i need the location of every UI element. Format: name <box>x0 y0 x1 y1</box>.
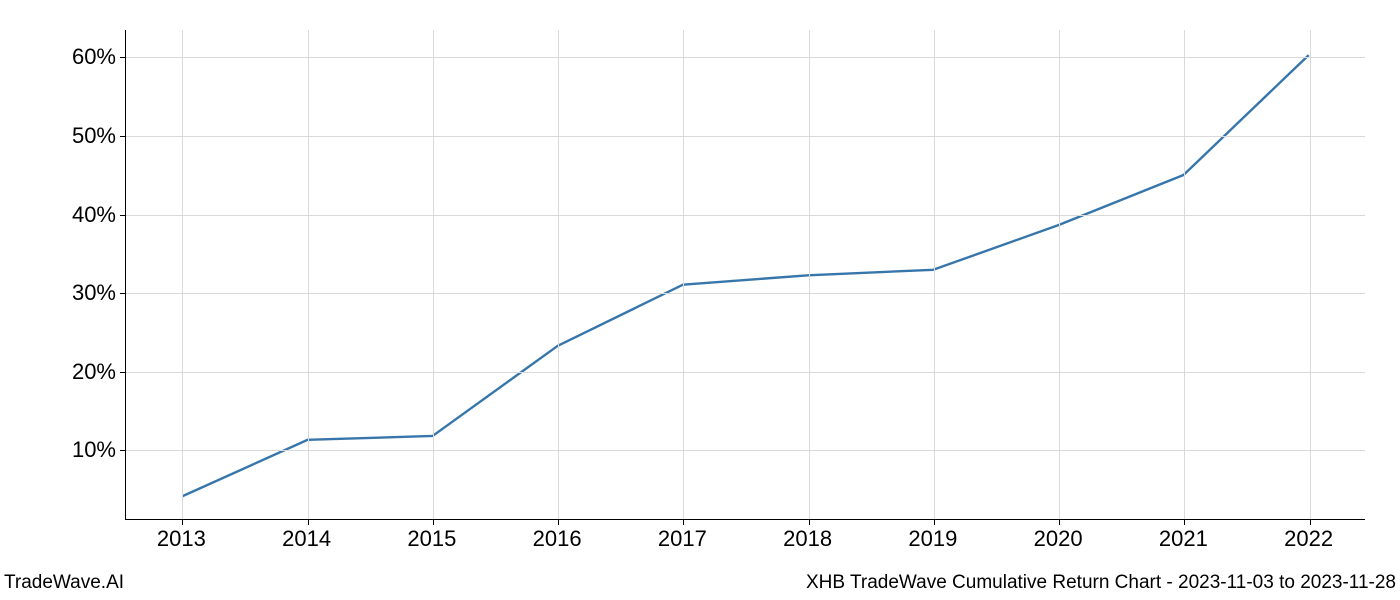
y-tick-label: 60% <box>72 44 116 70</box>
chart-plot-area <box>125 30 1365 520</box>
grid-line-horizontal <box>126 450 1365 451</box>
x-tick-label: 2016 <box>533 526 582 552</box>
x-tick-mark <box>182 519 183 525</box>
y-tick-mark <box>120 293 126 294</box>
grid-line-vertical <box>433 30 434 519</box>
grid-line-vertical <box>1310 30 1311 519</box>
y-tick-label: 30% <box>72 280 116 306</box>
grid-line-vertical <box>934 30 935 519</box>
x-tick-mark <box>1059 519 1060 525</box>
grid-line-horizontal <box>126 215 1365 216</box>
grid-line-vertical <box>809 30 810 519</box>
x-tick-label: 2019 <box>908 526 957 552</box>
x-tick-label: 2015 <box>407 526 456 552</box>
x-tick-label: 2017 <box>658 526 707 552</box>
grid-line-vertical <box>1184 30 1185 519</box>
x-tick-mark <box>934 519 935 525</box>
grid-line-vertical <box>683 30 684 519</box>
grid-line-horizontal <box>126 293 1365 294</box>
x-tick-mark <box>1184 519 1185 525</box>
x-tick-mark <box>433 519 434 525</box>
grid-line-horizontal <box>126 136 1365 137</box>
y-tick-label: 10% <box>72 437 116 463</box>
y-tick-mark <box>120 372 126 373</box>
grid-line-vertical <box>182 30 183 519</box>
y-tick-label: 20% <box>72 359 116 385</box>
x-tick-mark <box>1310 519 1311 525</box>
x-tick-label: 2018 <box>783 526 832 552</box>
footer-right-label: XHB TradeWave Cumulative Return Chart - … <box>806 572 1396 594</box>
line-series <box>126 30 1365 519</box>
x-tick-label: 2020 <box>1034 526 1083 552</box>
x-tick-label: 2022 <box>1284 526 1333 552</box>
x-tick-label: 2014 <box>282 526 331 552</box>
x-tick-label: 2021 <box>1159 526 1208 552</box>
x-tick-mark <box>809 519 810 525</box>
y-tick-label: 50% <box>72 123 116 149</box>
footer-left-label: TradeWave.AI <box>4 572 124 594</box>
x-tick-mark <box>308 519 309 525</box>
x-tick-mark <box>683 519 684 525</box>
y-tick-label: 40% <box>72 202 116 228</box>
grid-line-horizontal <box>126 57 1365 58</box>
x-tick-label: 2013 <box>157 526 206 552</box>
grid-line-vertical <box>1059 30 1060 519</box>
x-tick-mark <box>558 519 559 525</box>
y-tick-mark <box>120 57 126 58</box>
y-tick-mark <box>120 450 126 451</box>
grid-line-vertical <box>558 30 559 519</box>
grid-line-horizontal <box>126 372 1365 373</box>
y-tick-mark <box>120 136 126 137</box>
y-tick-mark <box>120 215 126 216</box>
grid-line-vertical <box>308 30 309 519</box>
